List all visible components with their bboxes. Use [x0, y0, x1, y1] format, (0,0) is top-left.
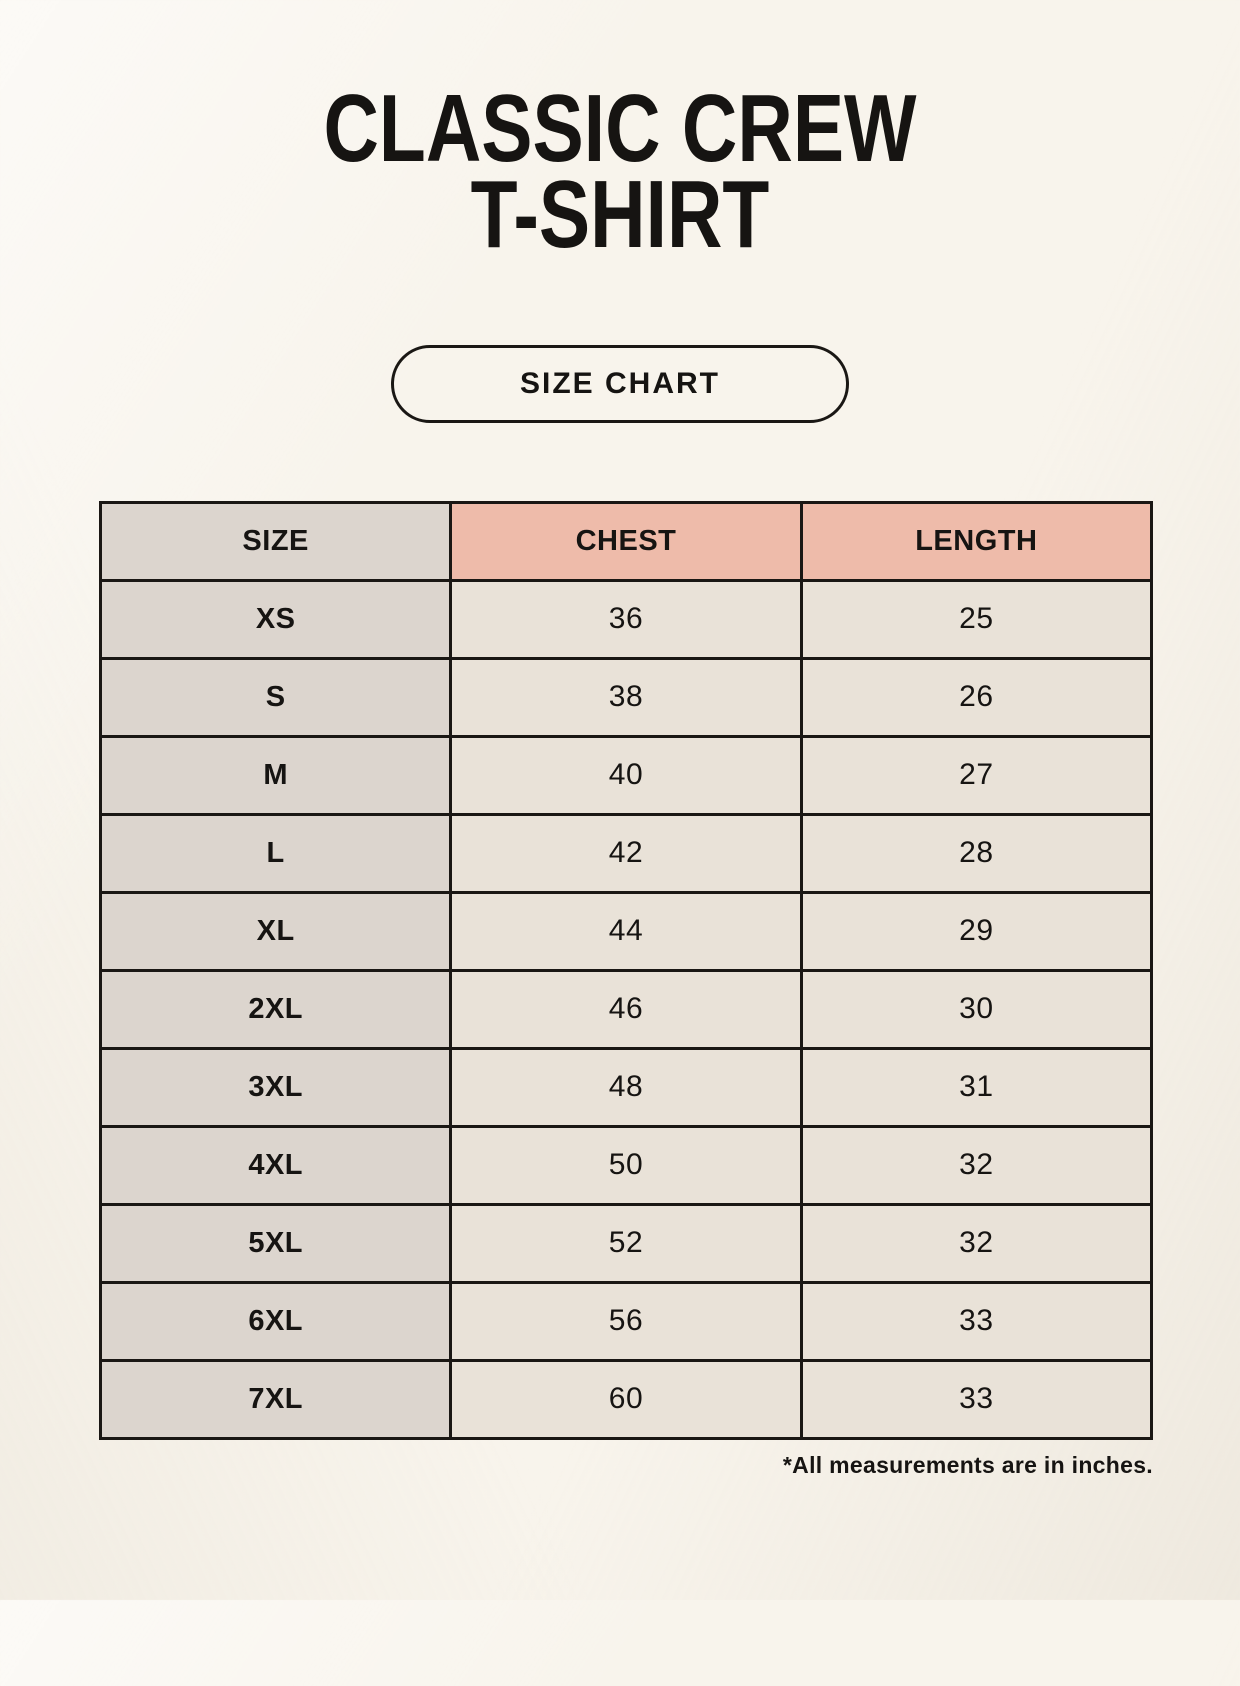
size-cell: 2XL	[98, 968, 453, 1050]
page-title: CLASSIC CREW T-SHIRT	[323, 75, 917, 269]
length-cell: 32	[799, 1202, 1154, 1284]
length-cell: 30	[799, 968, 1154, 1050]
chest-cell: 50	[449, 1124, 803, 1206]
length-cell: 27	[799, 734, 1154, 816]
size-cell: XS	[98, 578, 453, 660]
size-table: SIZE CHEST LENGTH XS 36 25 S 38 26 M 40 27 L 42 28 X…	[98, 500, 1154, 1440]
table-row: 4XL 50 32	[98, 1124, 1154, 1206]
size-cell: 3XL	[98, 1046, 453, 1128]
size-cell: 4XL	[98, 1124, 453, 1206]
size-cell: L	[98, 812, 453, 894]
length-cell: 32	[799, 1124, 1154, 1206]
chest-cell: 46	[449, 968, 803, 1050]
table-row: XL 44 29	[98, 890, 1154, 972]
length-cell: 31	[799, 1046, 1154, 1128]
table-row: 7XL 60 33	[98, 1358, 1154, 1440]
size-table-zone: SIZE CHEST LENGTH XS 36 25 S 38 26 M 40 27 L 42 28 X…	[98, 500, 1154, 1440]
size-chart-button[interactable]: SIZE CHART	[391, 344, 849, 423]
column-header-length: LENGTH	[799, 500, 1154, 582]
length-cell: 26	[799, 656, 1154, 738]
chest-cell: 56	[449, 1280, 803, 1362]
chest-cell: 60	[449, 1358, 803, 1440]
size-cell: 7XL	[98, 1358, 453, 1440]
size-chart-button-row: SIZE CHART	[0, 344, 1240, 423]
length-cell: 25	[799, 578, 1154, 660]
length-cell: 29	[799, 890, 1154, 972]
size-cell: S	[98, 656, 453, 738]
table-row: S 38 26	[98, 656, 1154, 738]
length-cell: 28	[799, 812, 1154, 894]
chest-cell: 52	[449, 1202, 803, 1284]
table-row: 6XL 56 33	[98, 1280, 1154, 1362]
length-cell: 33	[799, 1280, 1154, 1362]
chest-cell: 38	[449, 656, 803, 738]
chest-cell: 42	[449, 812, 803, 894]
table-row: 3XL 48 31	[98, 1046, 1154, 1128]
column-header-chest: CHEST	[449, 500, 803, 582]
table-row: 2XL 46 30	[98, 968, 1154, 1050]
chest-cell: 36	[449, 578, 803, 660]
table-row: L 42 28	[98, 812, 1154, 894]
size-cell: XL	[98, 890, 453, 972]
chest-cell: 44	[449, 890, 803, 972]
header-row: SIZE CHEST LENGTH	[98, 500, 1154, 582]
chest-cell: 40	[449, 734, 803, 816]
length-cell: 33	[799, 1358, 1154, 1440]
size-cell: M	[98, 734, 453, 816]
size-cell: 5XL	[98, 1202, 453, 1284]
table-row: M 40 27	[98, 734, 1154, 816]
table-row: XS 36 25	[98, 578, 1154, 660]
table-row: 5XL 52 32	[98, 1202, 1154, 1284]
chest-cell: 48	[449, 1046, 803, 1128]
size-cell: 6XL	[98, 1280, 453, 1362]
column-header-size: SIZE	[98, 500, 453, 582]
measurements-footnote: *All measurements are in inches.	[782, 1451, 1153, 1478]
size-table-body: XS 36 25 S 38 26 M 40 27 L 42 28 XL 44 29 2XL 46 30 3XL 48 3…	[98, 578, 1154, 1440]
size-table-head: SIZE CHEST LENGTH	[98, 500, 1154, 582]
